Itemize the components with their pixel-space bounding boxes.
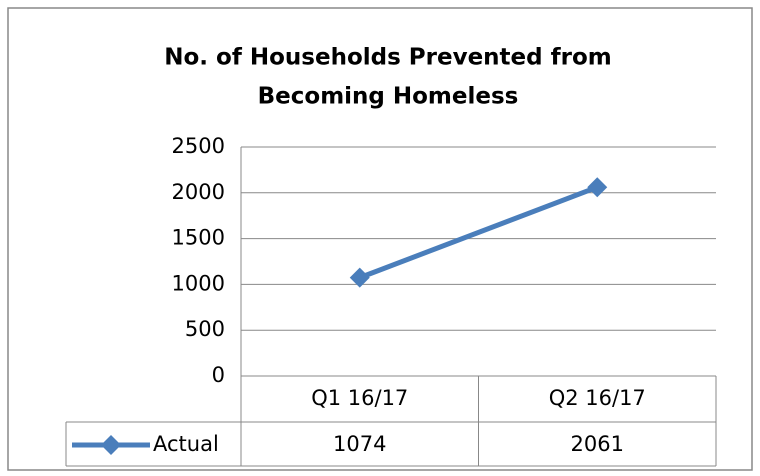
table-value: 1074 bbox=[333, 432, 386, 456]
y-tick-label: 2500 bbox=[172, 134, 225, 158]
x-tick-label: Q2 16/17 bbox=[549, 386, 646, 410]
y-tick-label: 1500 bbox=[172, 226, 225, 250]
series-line bbox=[358, 184, 599, 280]
x-tick-label: Q1 16/17 bbox=[311, 386, 408, 410]
legend-marker bbox=[101, 435, 121, 455]
marker bbox=[587, 177, 608, 198]
chart-title: Becoming Homeless bbox=[258, 84, 519, 110]
y-tick-label: 2000 bbox=[172, 180, 225, 204]
marker bbox=[349, 267, 370, 288]
legend-label: Actual bbox=[153, 432, 219, 456]
chart-title: No. of Households Prevented from bbox=[164, 45, 612, 71]
y-tick-label: 500 bbox=[185, 317, 225, 341]
y-tick-label: 1000 bbox=[172, 271, 225, 295]
table-value: 2061 bbox=[571, 432, 624, 456]
y-tick-label: 0 bbox=[212, 363, 225, 387]
